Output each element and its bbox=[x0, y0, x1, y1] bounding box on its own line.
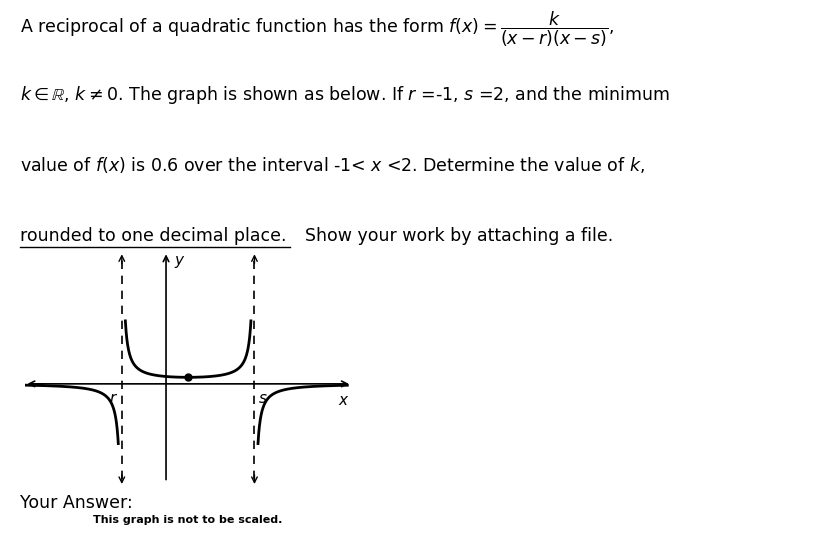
Text: $k \in \mathbb{R}$, $k \neq 0$. The graph is shown as below. If $r$ =-1, $s$ =2,: $k \in \mathbb{R}$, $k \neq 0$. The grap… bbox=[20, 84, 671, 106]
Text: Your Answer:: Your Answer: bbox=[20, 494, 133, 512]
Text: $y$: $y$ bbox=[174, 254, 186, 270]
Text: Show your work by attaching a file.: Show your work by attaching a file. bbox=[294, 226, 614, 244]
Text: A reciprocal of a quadratic function has the form $f(x) = \dfrac{k}{(x-r)(x-s)}$: A reciprocal of a quadratic function has… bbox=[20, 9, 615, 49]
Text: $s$: $s$ bbox=[258, 391, 267, 406]
Text: $r$: $r$ bbox=[110, 391, 119, 406]
Text: rounded to one decimal place.: rounded to one decimal place. bbox=[20, 226, 287, 244]
Text: $x$: $x$ bbox=[338, 393, 349, 408]
Text: This graph is not to be scaled.: This graph is not to be scaled. bbox=[93, 515, 283, 525]
Text: value of $f(x)$ is 0.6 over the interval -1< $x$ <2. Determine the value of $k$,: value of $f(x)$ is 0.6 over the interval… bbox=[20, 155, 645, 175]
